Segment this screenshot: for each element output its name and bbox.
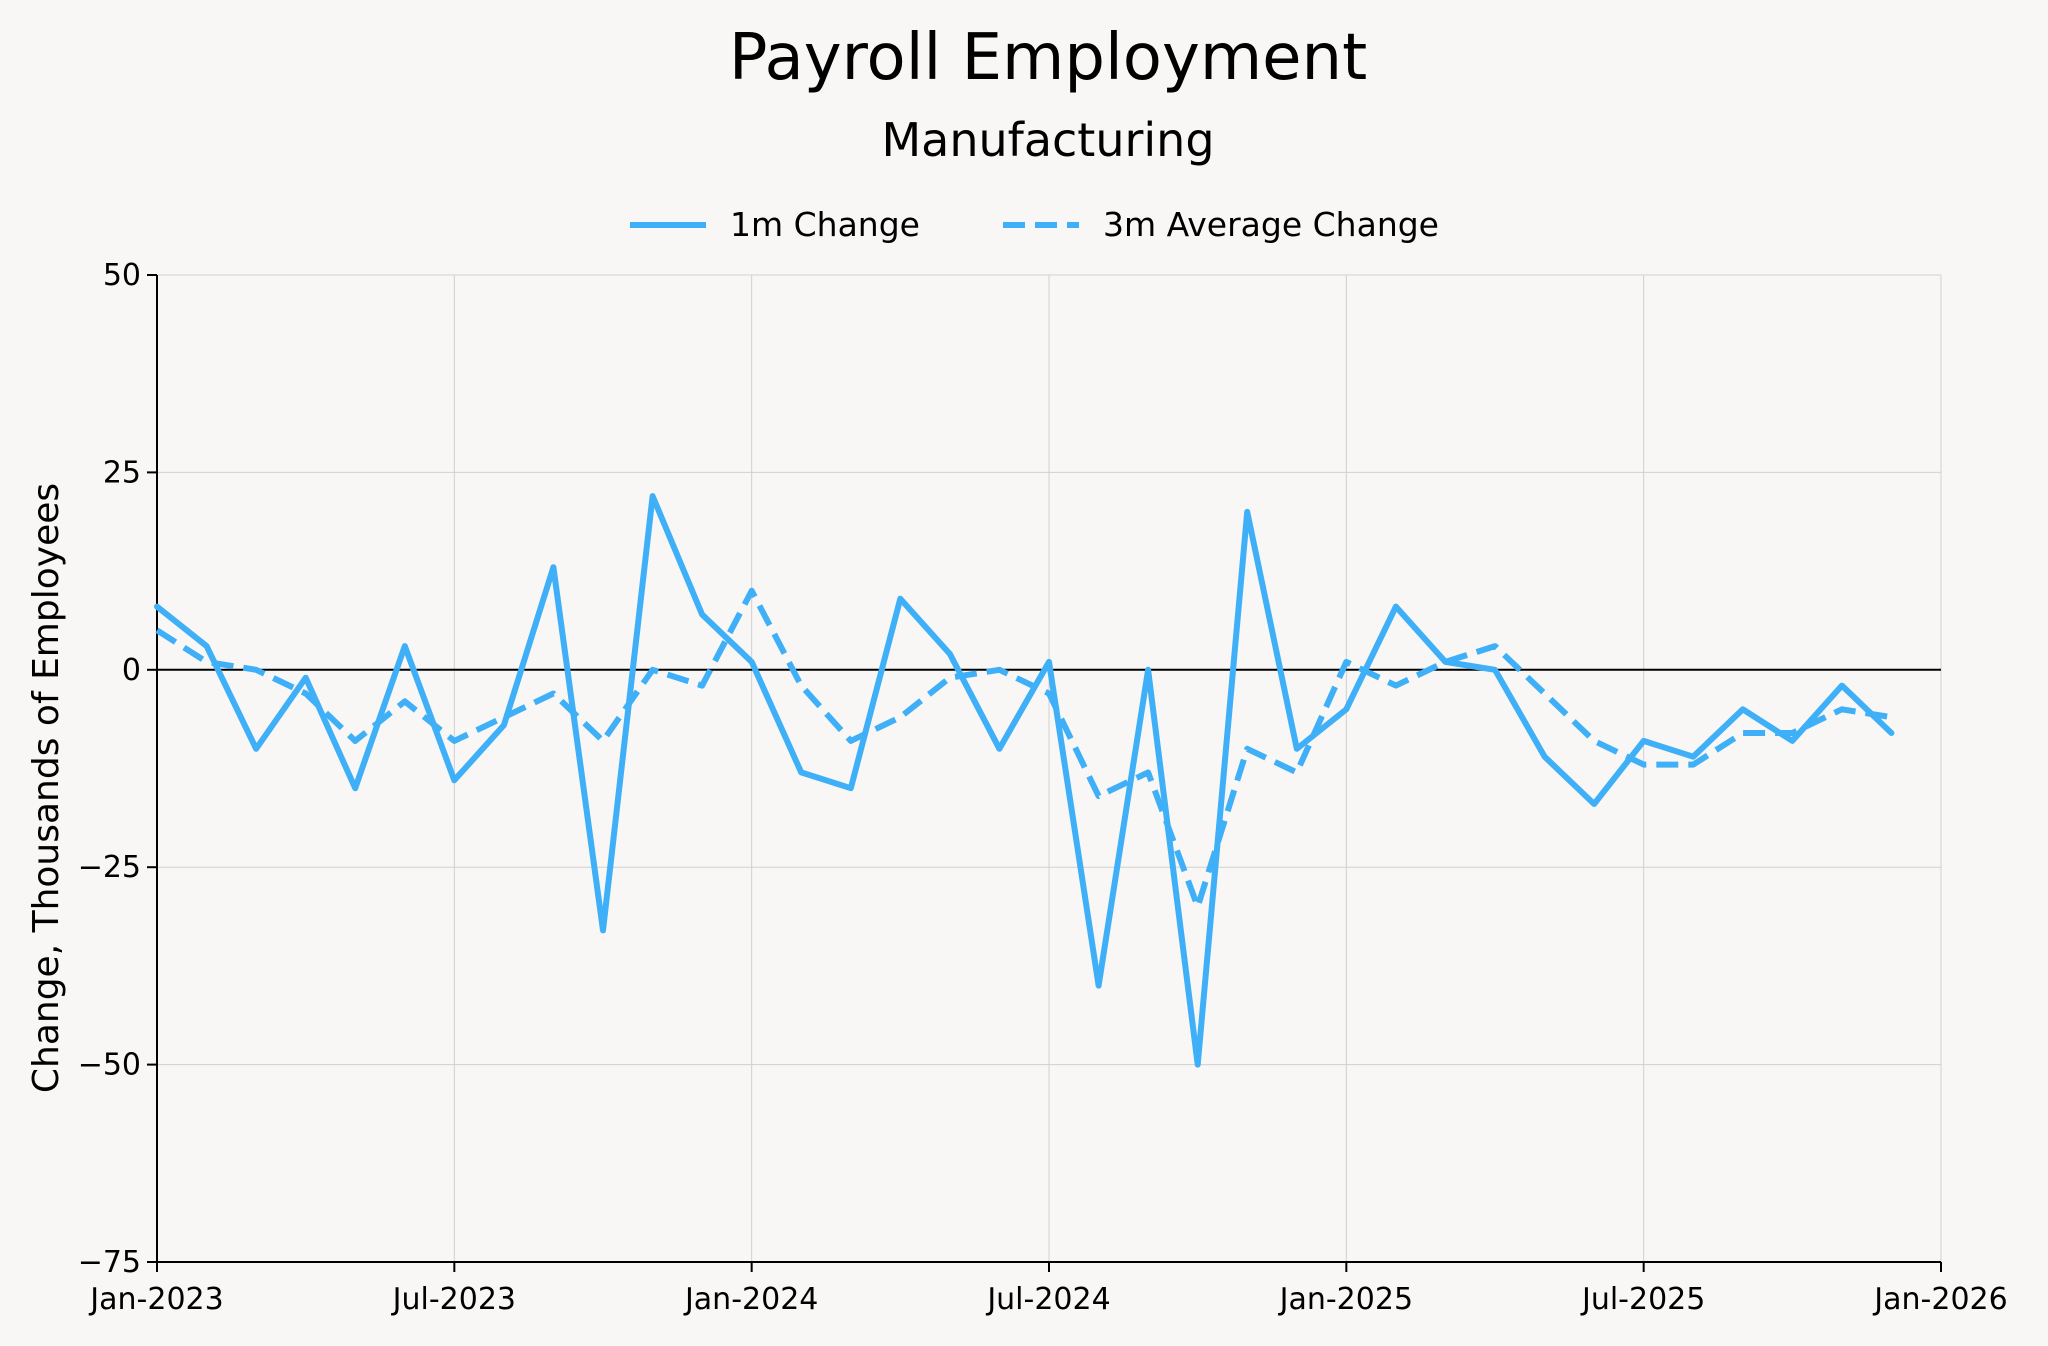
chart-subtitle: Manufacturing [881,113,1214,167]
y-tick-label: −75 [78,1245,141,1280]
x-tick-label: Jan-2026 [1872,1282,2007,1317]
x-tick-label: Jul-2024 [985,1282,1110,1317]
series-line-3m-average-change [155,587,1892,910]
x-tick-label: Jan-2024 [683,1282,818,1317]
x-tick-label: Jul-2023 [391,1282,516,1317]
y-tick-label: 25 [103,455,141,490]
y-tick-label: 0 [122,653,141,688]
y-tick-label: 50 [103,258,141,293]
x-tick-label: Jul-2025 [1580,1282,1705,1317]
x-tick-label: Jan-2025 [1278,1282,1413,1317]
chart-title: Payroll Employment [729,21,1367,95]
y-tick-label: −50 [78,1048,141,1083]
y-axis-label: Change, Thousands of Employees [26,483,67,1093]
x-tick-label: Jan-2023 [88,1282,223,1317]
legend-label-1m-change: 1m Change [730,205,920,244]
legend: 1m Change 3m Average Change [630,205,1439,244]
series-line-1m-change [154,493,1895,1068]
legend-label-3m-average-change: 3m Average Change [1103,205,1439,244]
y-tick-label: −25 [78,850,141,885]
